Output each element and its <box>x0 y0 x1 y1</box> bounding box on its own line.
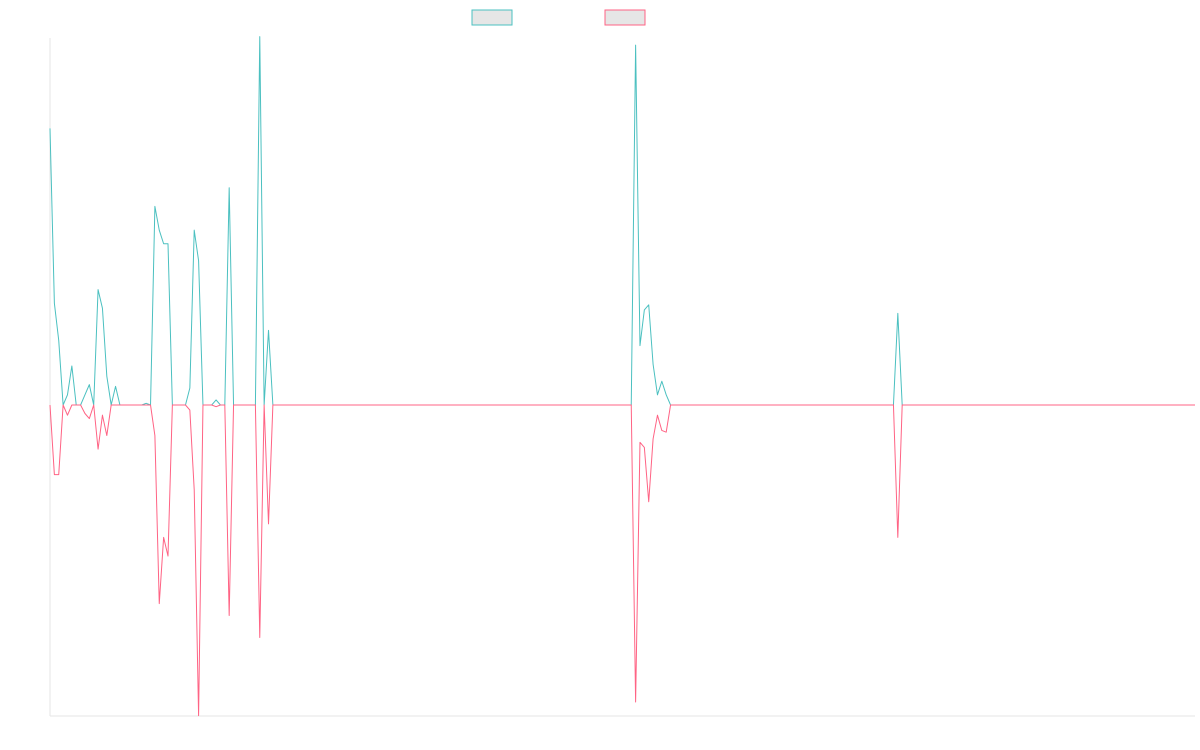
legend-swatch-2[interactable] <box>604 9 646 26</box>
legend <box>471 9 646 26</box>
series-1-line <box>49 36 1195 406</box>
legend-swatch-1[interactable] <box>471 9 513 26</box>
axes <box>49 38 1195 717</box>
series-2-line <box>49 404 1195 717</box>
series-layer <box>49 36 1195 717</box>
